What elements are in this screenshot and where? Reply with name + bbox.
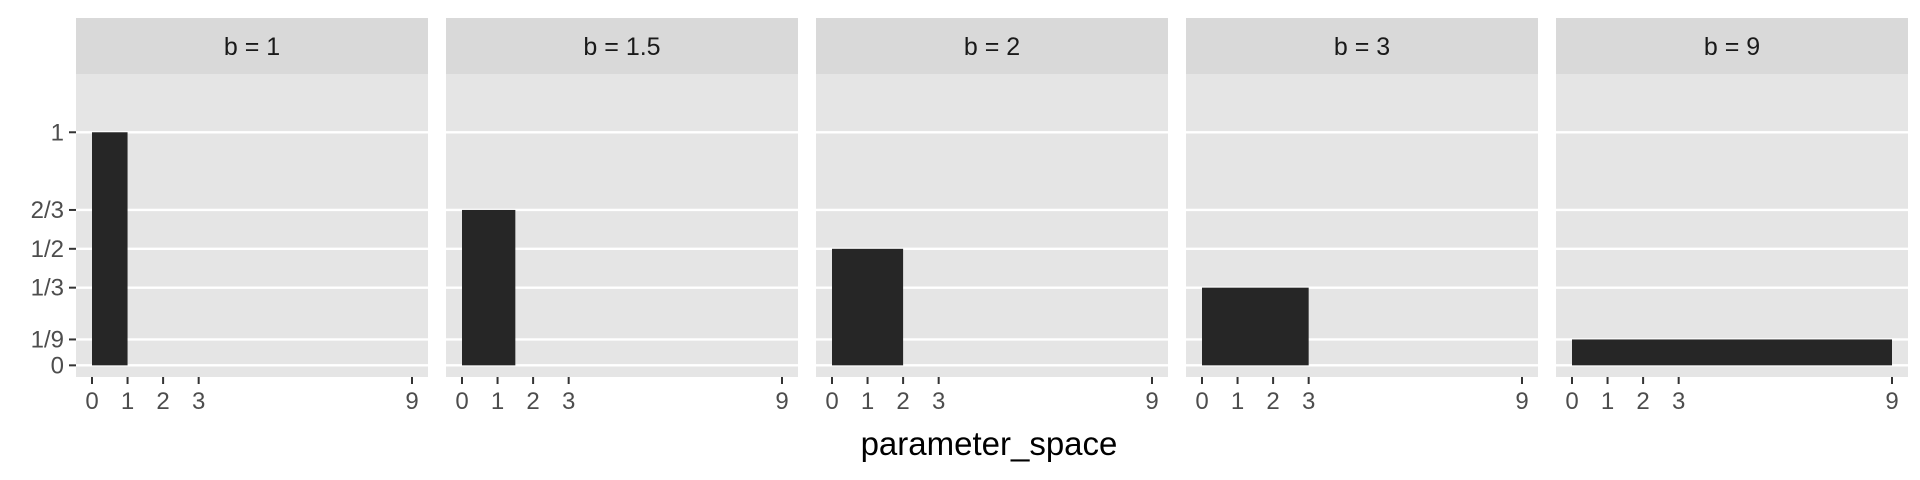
y-tick-label: 1 — [51, 119, 64, 146]
x-tick-label: 0 — [455, 388, 468, 415]
x-tick-label: 1 — [121, 388, 134, 415]
bar — [1202, 287, 1309, 366]
x-tick-label: 3 — [1302, 388, 1315, 415]
x-tick-label: 9 — [1885, 388, 1898, 415]
panel-background — [76, 74, 428, 377]
facet-panel-b-1-5: b = 1.5 0 1 2 3 9 — [446, 18, 798, 415]
x-tick-label: 9 — [775, 388, 788, 415]
y-axis: 01/9 1/3 1/2 2/3 1 — [31, 119, 76, 379]
x-axis-title: parameter_space — [861, 425, 1118, 462]
x-tick-label: 2 — [1636, 388, 1649, 415]
panels-layer: b = 10 1 2 3 9b = 1.50 1 2 3 9b = 20 1 2 3 9b = 30 1 2… — [76, 18, 1908, 415]
bar — [832, 248, 904, 366]
x-tick-label: 9 — [1145, 388, 1158, 415]
x-tick-label: 0 — [1195, 388, 1208, 415]
facet-strip-label: b = 9 — [1704, 33, 1760, 61]
x-tick-label: 1 — [861, 388, 874, 415]
x-tick-label: 9 — [405, 388, 418, 415]
y-tick-label: 1/2 — [31, 236, 64, 263]
x-tick-label: 0 — [85, 388, 98, 415]
facet-strip — [446, 18, 798, 74]
y-tick-label: 1/9 — [31, 326, 64, 353]
x-tick-label: 3 — [1672, 388, 1685, 415]
y-tick-label: 1/3 — [31, 275, 64, 302]
facet-panel-b-1: b = 1 0 1 2 3 9 — [76, 18, 428, 415]
panel-background — [1556, 74, 1908, 377]
facet-strip-label: b = 1 — [224, 33, 280, 61]
x-tick-label: 2 — [1266, 388, 1279, 415]
x-tick-label: 3 — [562, 388, 575, 415]
facet-strip-label: b = 2 — [964, 33, 1020, 61]
facet-panel-b-3: b = 3 0 1 2 3 9 — [1186, 18, 1538, 415]
x-tick-label: 1 — [1601, 388, 1614, 415]
facet-strip — [76, 18, 428, 74]
x-tick-label: 3 — [192, 388, 205, 415]
y-tick-label: 2/3 — [31, 197, 64, 224]
x-tick-label: 1 — [491, 388, 504, 415]
bar — [92, 132, 128, 366]
x-tick-label: 9 — [1515, 388, 1528, 415]
facet-strip-label: b = 1.5 — [583, 33, 660, 61]
x-tick-label: 1 — [1231, 388, 1244, 415]
facet-strip — [1556, 18, 1908, 74]
facet-strip-label: b = 3 — [1334, 33, 1390, 61]
x-tick-label: 3 — [932, 388, 945, 415]
bar — [1572, 339, 1892, 366]
x-tick-label: 2 — [896, 388, 909, 415]
facet-panel-b-2: b = 2 0 1 2 3 9 — [816, 18, 1168, 415]
bar — [462, 209, 516, 366]
y-tick-label: 0 — [51, 352, 64, 379]
x-tick-label: 0 — [825, 388, 838, 415]
facet-strip — [1186, 18, 1538, 74]
facet-strip — [816, 18, 1168, 74]
x-tick-label: 0 — [1565, 388, 1578, 415]
x-tick-label: 2 — [526, 388, 539, 415]
facet-panel-b-9: b = 9 0 1 2 3 9 — [1556, 18, 1908, 415]
x-tick-label: 2 — [156, 388, 169, 415]
